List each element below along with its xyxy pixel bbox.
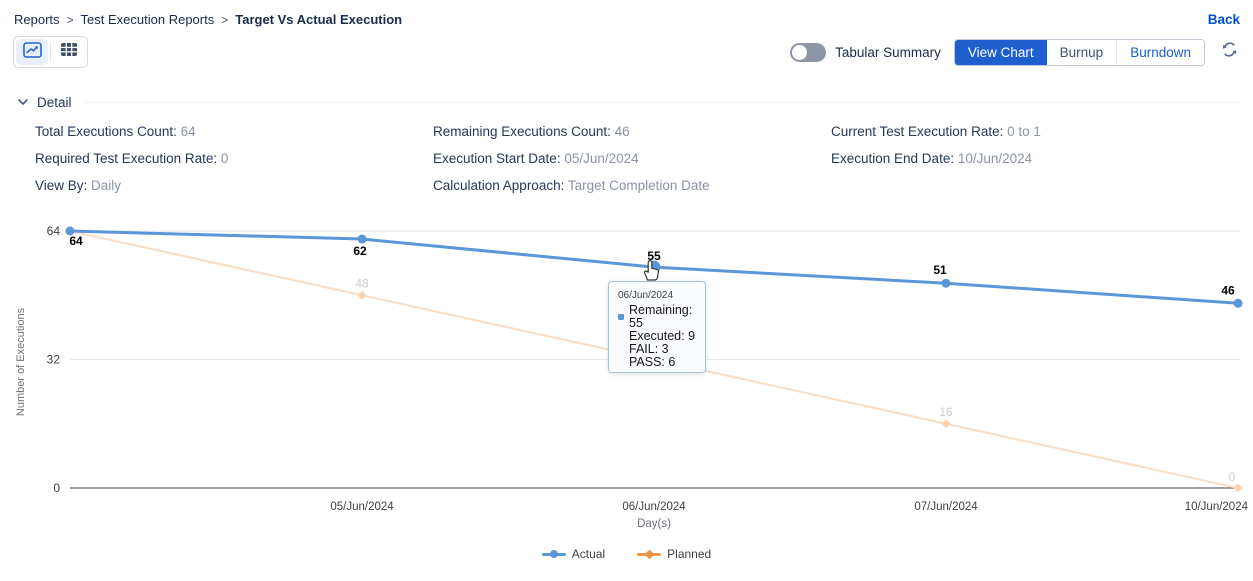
detail-dotted-rule — [84, 101, 1239, 103]
tooltip-items: Remaining: 55 Executed: 9 FAIL: 3 PASS: 6 — [618, 304, 697, 369]
data-point-label: 46 — [1221, 283, 1235, 297]
tabular-summary-toggle-group: Tabular Summary — [790, 42, 941, 62]
tooltip-row-text: FAIL: 3 — [629, 342, 669, 356]
page-title: Target Vs Actual Execution — [235, 12, 403, 27]
tooltip-row: Executed: 9 — [618, 330, 697, 343]
tooltip-row-text: PASS: 6 — [629, 355, 676, 369]
tooltip-row: Remaining: 55 — [618, 304, 697, 330]
tabular-summary-label: Tabular Summary — [835, 44, 941, 60]
legend-label: Actual — [571, 547, 606, 561]
breadcrumb: Reports > Test Execution Reports > Targe… — [14, 12, 1239, 27]
tooltip-date: 06/Jun/2024 — [618, 290, 674, 301]
tooltip-row: FAIL: 3 — [618, 343, 697, 356]
x-tick-label: 10/Jun/2024 — [1185, 501, 1249, 513]
tooltip-row: PASS: 6 — [618, 356, 697, 369]
data-point-label: 16 — [939, 405, 953, 419]
view-chart-button[interactable]: View Chart — [954, 39, 1047, 65]
data-point-label: 64 — [69, 234, 83, 248]
planned-data-point[interactable] — [1233, 483, 1243, 493]
table-view-button[interactable] — [53, 39, 85, 65]
breadcrumb-separator: > — [221, 12, 229, 27]
y-tick-label: 32 — [47, 353, 61, 367]
data-point-label: 0 — [1229, 470, 1236, 484]
y-tick-label: 64 — [47, 224, 61, 238]
breadcrumb-reports[interactable]: Reports — [14, 12, 60, 27]
x-tick-label: 06/Jun/2024 — [622, 501, 686, 513]
burndown-button[interactable]: Burndown — [1116, 39, 1204, 65]
data-point-label: 48 — [355, 276, 369, 290]
actual-data-point[interactable] — [65, 226, 75, 236]
detail-section-title: Detail — [37, 94, 72, 110]
x-tick-label: 07/Jun/2024 — [914, 501, 978, 513]
tooltip-row-text: Executed: 9 — [629, 329, 696, 343]
chevron-down-icon[interactable] — [18, 93, 28, 111]
legend-item-actual[interactable]: Actual — [541, 547, 606, 561]
x-tick-label: 05/Jun/2024 — [330, 501, 394, 513]
planned-data-point[interactable] — [357, 290, 367, 300]
back-link[interactable]: Back — [1207, 12, 1240, 27]
actual-data-point[interactable] — [941, 278, 951, 288]
y-axis-title: Number of Executions — [15, 307, 27, 416]
table-grid-icon — [60, 42, 78, 62]
actual-data-point[interactable] — [1233, 298, 1243, 308]
refresh-icon — [1221, 41, 1238, 63]
chart-legend: Actual Planned — [0, 547, 1253, 561]
field-required-test-execution-rate: Required Test Execution Rate: 0 — [35, 151, 229, 166]
breadcrumb-test-execution-reports[interactable]: Test Execution Reports — [80, 12, 215, 27]
data-point-label: 62 — [353, 244, 367, 258]
view-mode-icon-group — [13, 36, 88, 68]
field-total-executions-count: Total Executions Count: 64 — [35, 124, 196, 139]
field-current-test-execution-rate: Current Test Execution Rate: 0 to 1 — [831, 124, 1041, 139]
chart-area: 64 32 0 Number of Executions 05/Jun/2024 06/J… — [0, 206, 1253, 538]
top-bar: Reports > Test Execution Reports > Targe… — [0, 0, 1253, 32]
legend-item-planned[interactable]: Planned — [637, 547, 711, 561]
chart-view-button[interactable] — [16, 39, 48, 65]
tooltip-row-text: Remaining: 55 — [629, 303, 693, 330]
field-view-by: View By: Daily — [35, 178, 122, 193]
field-execution-start-date: Execution Start Date: 05/Jun/2024 — [433, 151, 639, 166]
planned-legend-marker-icon — [637, 549, 662, 560]
toolbar: Tabular Summary View Chart Burnup Burndo… — [13, 35, 1240, 69]
field-execution-end-date: Execution End Date: 10/Jun/2024 — [831, 151, 1033, 166]
field-calculation-approach: Calculation Approach: Target Completion … — [433, 178, 710, 193]
icon-group-divider — [50, 42, 51, 62]
chart-tooltip: 06/Jun/2024 Remaining: 55 Executed: 9 FAIL… — [608, 281, 706, 373]
tabular-summary-toggle[interactable] — [790, 42, 827, 62]
tooltip-series-bullet — [618, 314, 624, 320]
chart-type-button-group: View Chart Burnup Burndown — [953, 38, 1205, 66]
planned-data-point[interactable] — [941, 419, 951, 429]
burnup-button[interactable]: Burnup — [1046, 39, 1117, 65]
y-tick-label: 0 — [53, 481, 60, 495]
field-remaining-executions-count: Remaining Executions Count: 46 — [433, 124, 630, 139]
refresh-button[interactable] — [1218, 41, 1240, 63]
line-chart-icon — [22, 41, 42, 63]
detail-section-header[interactable]: Detail — [18, 93, 1239, 111]
actual-data-point[interactable] — [357, 234, 367, 244]
detail-fields: Total Executions Count: 64 Remaining Exe… — [35, 124, 1239, 195]
actual-legend-marker-icon — [541, 549, 566, 559]
legend-label: Planned — [667, 547, 712, 561]
data-point-label: 51 — [933, 263, 947, 277]
data-point-label: 55 — [647, 249, 661, 263]
breadcrumb-separator: > — [66, 12, 74, 27]
x-axis-title: Day(s) — [637, 518, 671, 530]
cursor-hand-icon — [640, 258, 661, 287]
toggle-knob — [792, 44, 808, 60]
toolbar-right: Tabular Summary View Chart Burnup Burndo… — [790, 38, 1240, 66]
